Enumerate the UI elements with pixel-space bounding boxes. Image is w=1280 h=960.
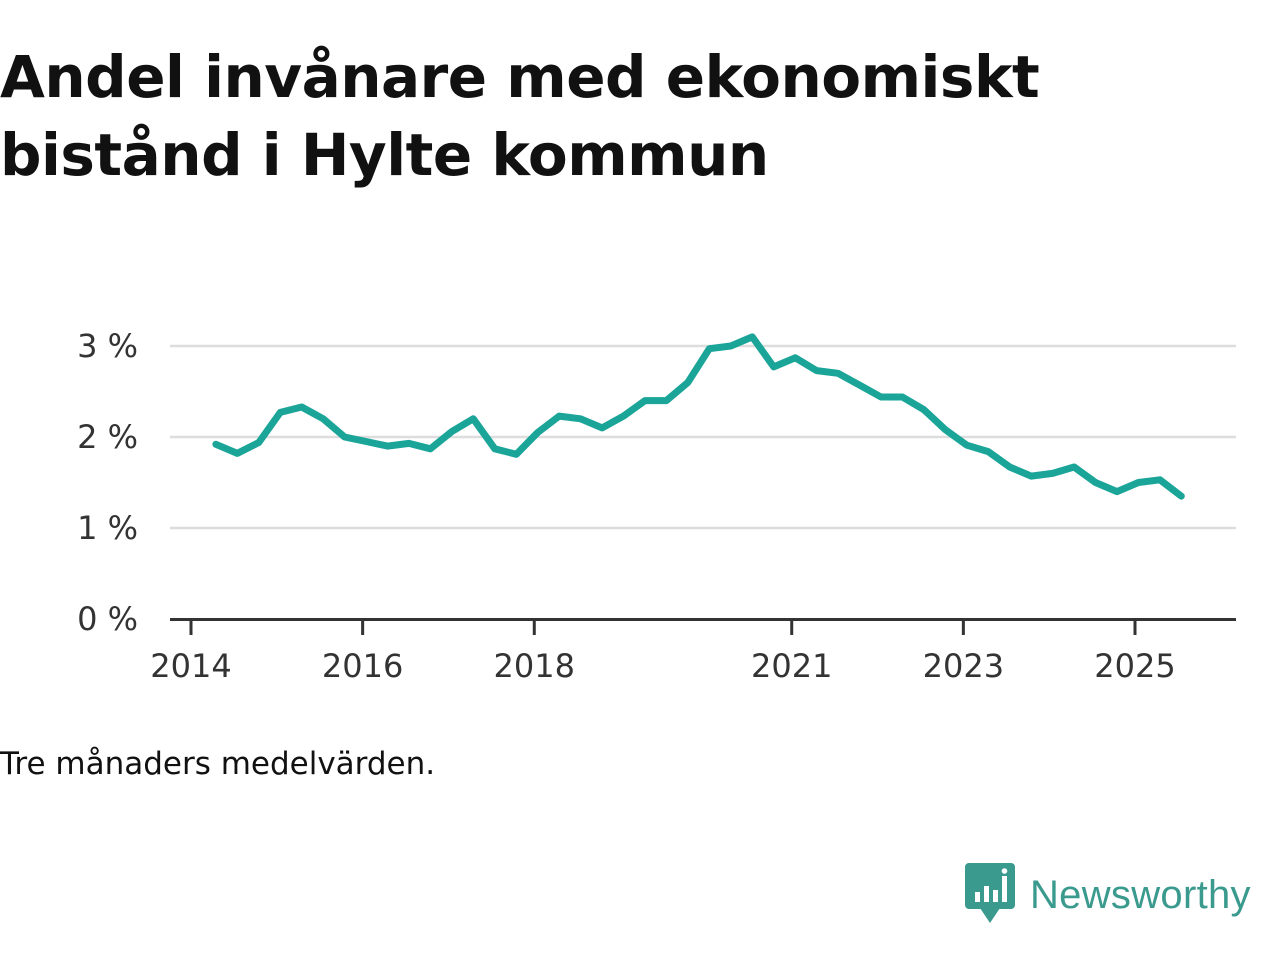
- y-axis-tick-labels: 0 % 1 % 2 % 3 %: [77, 327, 138, 638]
- y-tick-label: 2 %: [77, 418, 138, 456]
- y-tick-label: 0 %: [77, 600, 138, 638]
- series-lines: [212, 333, 1185, 500]
- series-line: [212, 333, 1185, 500]
- y-tick-label: 3 %: [77, 327, 138, 365]
- brand-logo: Newsworthy: [964, 862, 1251, 928]
- brand-name: Newsworthy: [1030, 872, 1251, 917]
- line-chart: 0 % 1 % 2 % 3 % 2014 2016 2018 2021 2023 2025: [77, 327, 1236, 685]
- y-tick-label: 1 %: [77, 509, 138, 547]
- chart-title: Andel invånare med ekonomiskt bistånd i …: [0, 43, 1040, 189]
- x-tick-label: 2016: [322, 647, 403, 685]
- x-tick-label: 2023: [923, 647, 1004, 685]
- chart-note: Tre månaders medelvärden.: [0, 746, 436, 782]
- x-tick-label: 2014: [150, 647, 231, 685]
- gridlines: [170, 344, 1236, 530]
- newsworthy-logo-icon: [964, 862, 1016, 928]
- x-axis-ticks: 2014 2016 2018 2021 2023 2025: [150, 619, 1176, 685]
- x-tick-label: 2021: [751, 647, 832, 685]
- x-tick-label: 2018: [494, 647, 575, 685]
- x-tick-label: 2025: [1094, 647, 1175, 685]
